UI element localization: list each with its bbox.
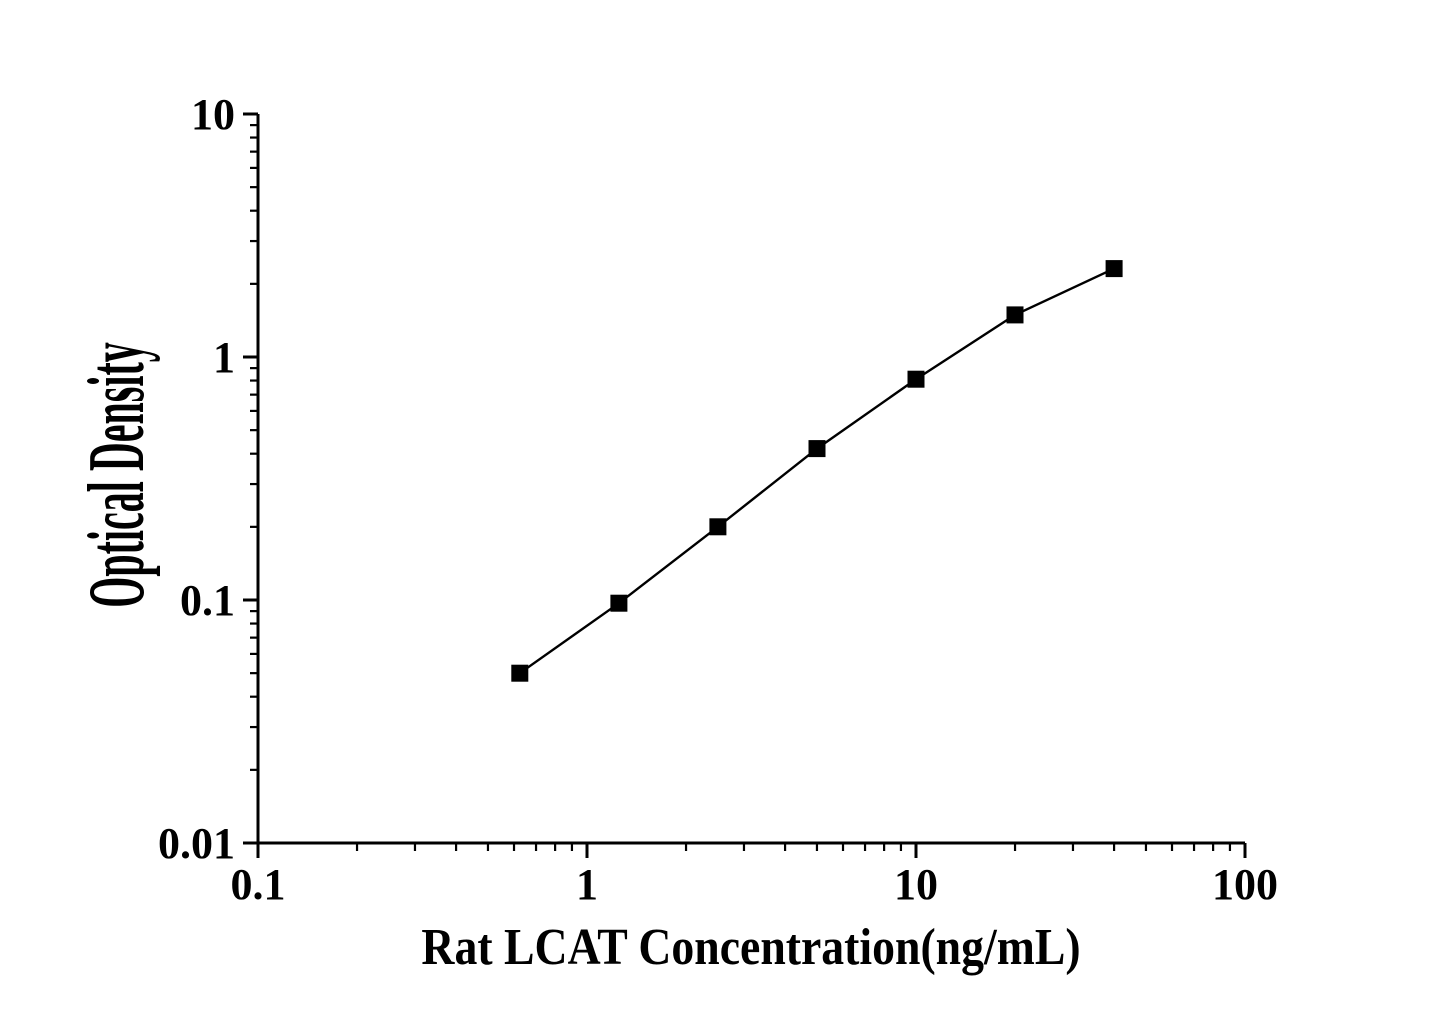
data-point-marker xyxy=(511,664,529,682)
x-tick-label: 1 xyxy=(576,860,598,909)
data-point-marker xyxy=(1006,306,1024,324)
data-point-marker xyxy=(907,370,925,388)
x-axis-title: Rat LCAT Concentration(ng/mL) xyxy=(421,917,1080,975)
series-layer xyxy=(511,260,1123,682)
x-tick-label: 10 xyxy=(894,860,938,909)
axis-spines xyxy=(256,114,1245,845)
x-tick-label: 0.1 xyxy=(231,860,286,909)
y-tick-label: 0.1 xyxy=(180,576,235,625)
y-tick-label: 1 xyxy=(213,333,235,382)
y-tick-label: 0.01 xyxy=(158,819,235,868)
data-point-marker xyxy=(1105,260,1123,278)
y-tick-label: 10 xyxy=(191,90,235,139)
data-point-marker xyxy=(610,594,628,612)
series-line xyxy=(519,267,1115,675)
data-point-marker xyxy=(709,518,727,536)
data-point-marker xyxy=(808,440,826,458)
y-axis-title: Optical Density xyxy=(72,342,161,608)
x-tick-label: 100 xyxy=(1212,860,1278,909)
